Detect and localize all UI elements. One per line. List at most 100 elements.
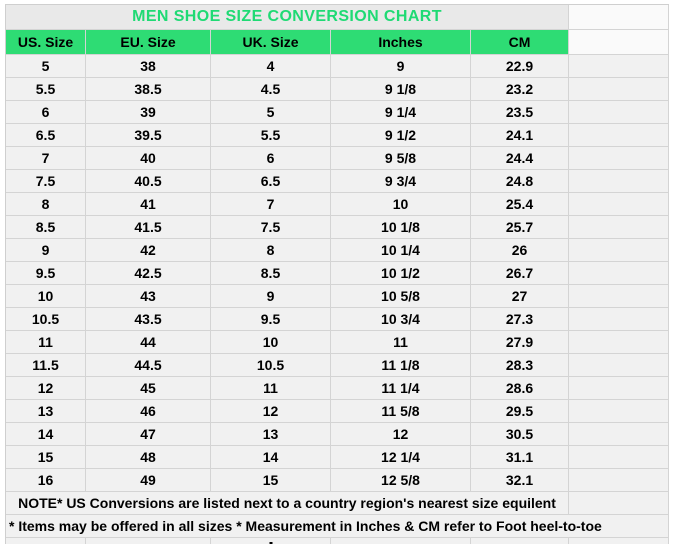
cell-us-size: 10	[6, 285, 86, 308]
cell-inches: 12 5/8	[331, 469, 471, 492]
empty-cell	[86, 538, 211, 544]
note-text-2: * Items may be offered in all sizes * Me…	[6, 515, 669, 538]
cell-inches: 9 1/4	[331, 101, 471, 124]
cell-eu-size: 48	[86, 446, 211, 469]
cell-us-size: 9.5	[6, 262, 86, 285]
cell-uk-size: 7.5	[211, 216, 331, 239]
cell-cm: 31.1	[471, 446, 569, 469]
table-row: 8.5 41.5 7.5 10 1/8 25.7	[6, 216, 669, 239]
table-row: 15 48 14 12 1/4 31.1	[6, 446, 669, 469]
table-row: 9 42 8 10 1/4 26	[6, 239, 669, 262]
empty-cell	[569, 423, 669, 446]
title-row: MEN SHOE SIZE CONVERSION CHART	[6, 5, 669, 30]
table-row: 13 46 12 11 5/8 29.5	[6, 400, 669, 423]
cell-inches: 11 1/8	[331, 354, 471, 377]
empty-cell	[569, 5, 669, 30]
cell-uk-size: 12	[211, 400, 331, 423]
cell-inches: 10 3/4	[331, 308, 471, 331]
empty-cell	[569, 492, 669, 515]
cell-eu-size: 42.5	[86, 262, 211, 285]
column-header-eu-size: EU. Size	[86, 30, 211, 55]
cell-eu-size: 38.5	[86, 78, 211, 101]
table-row: 16 49 15 12 5/8 32.1	[6, 469, 669, 492]
empty-cell	[569, 147, 669, 170]
empty-cell	[6, 538, 86, 544]
empty-cell	[569, 538, 669, 544]
cell-eu-size: 41.5	[86, 216, 211, 239]
empty-cell	[569, 124, 669, 147]
column-header-us-size: US. Size	[6, 30, 86, 55]
cell-cm: 25.7	[471, 216, 569, 239]
cell-cm: 32.1	[471, 469, 569, 492]
cell-cm: 24.1	[471, 124, 569, 147]
cell-eu-size: 41	[86, 193, 211, 216]
cell-us-size: 6	[6, 101, 86, 124]
cell-inches: 11	[331, 331, 471, 354]
empty-cell	[569, 446, 669, 469]
empty-cell	[569, 285, 669, 308]
cell-inches: 12	[331, 423, 471, 446]
cell-inches: 10 1/2	[331, 262, 471, 285]
header-row: US. Size EU. Size UK. Size Inches CM	[6, 30, 669, 55]
conversion-table: MEN SHOE SIZE CONVERSION CHART US. Size …	[5, 4, 669, 544]
cell-uk-size: 10	[211, 331, 331, 354]
cell-us-size: 15	[6, 446, 86, 469]
cell-us-size: 7.5	[6, 170, 86, 193]
cell-uk-size: 13	[211, 423, 331, 446]
cell-us-size: 8	[6, 193, 86, 216]
empty-cell	[471, 538, 569, 544]
cell-inches: 9 1/8	[331, 78, 471, 101]
cell-cm: 23.2	[471, 78, 569, 101]
cell-uk-size: 15	[211, 469, 331, 492]
cell-inches: 10 5/8	[331, 285, 471, 308]
cell-us-size: 8.5	[6, 216, 86, 239]
cell-inches: 12 1/4	[331, 446, 471, 469]
cell-us-size: 13	[6, 400, 86, 423]
clipped-cell	[211, 538, 331, 544]
table-row: 8 41 7 10 25.4	[6, 193, 669, 216]
cell-inches: 9 3/4	[331, 170, 471, 193]
partial-row	[6, 538, 669, 544]
empty-cell	[569, 101, 669, 124]
empty-cell	[569, 78, 669, 101]
table-row: 7 40 6 9 5/8 24.4	[6, 147, 669, 170]
table-row: 9.5 42.5 8.5 10 1/2 26.7	[6, 262, 669, 285]
cell-cm: 26	[471, 239, 569, 262]
cell-inches: 9 5/8	[331, 147, 471, 170]
cell-eu-size: 40.5	[86, 170, 211, 193]
cell-cm: 28.6	[471, 377, 569, 400]
cell-uk-size: 4.5	[211, 78, 331, 101]
cell-inches: 10 1/4	[331, 239, 471, 262]
cell-uk-size: 14	[211, 446, 331, 469]
cell-us-size: 10.5	[6, 308, 86, 331]
empty-cell	[569, 193, 669, 216]
empty-cell	[569, 262, 669, 285]
empty-cell	[569, 30, 669, 55]
cell-us-size: 5	[6, 55, 86, 78]
table-row: 5 38 4 9 22.9	[6, 55, 669, 78]
cell-eu-size: 39.5	[86, 124, 211, 147]
column-header-inches: Inches	[331, 30, 471, 55]
empty-cell	[569, 216, 669, 239]
cell-uk-size: 4	[211, 55, 331, 78]
cell-us-size: 11.5	[6, 354, 86, 377]
page-title: MEN SHOE SIZE CONVERSION CHART	[6, 5, 569, 30]
note-row-1: NOTE* US Conversions are listed next to …	[6, 492, 669, 515]
cell-cm: 25.4	[471, 193, 569, 216]
cell-eu-size: 43.5	[86, 308, 211, 331]
empty-cell	[569, 170, 669, 193]
table-row: 10 43 9 10 5/8 27	[6, 285, 669, 308]
cell-cm: 27.3	[471, 308, 569, 331]
cell-us-size: 16	[6, 469, 86, 492]
table-row: 14 47 13 12 30.5	[6, 423, 669, 446]
table-row: 10.5 43.5 9.5 10 3/4 27.3	[6, 308, 669, 331]
cell-inches: 11 5/8	[331, 400, 471, 423]
column-header-cm: CM	[471, 30, 569, 55]
empty-cell	[569, 469, 669, 492]
empty-cell	[569, 308, 669, 331]
cell-eu-size: 46	[86, 400, 211, 423]
cell-cm: 30.5	[471, 423, 569, 446]
cell-us-size: 9	[6, 239, 86, 262]
cell-eu-size: 44	[86, 331, 211, 354]
